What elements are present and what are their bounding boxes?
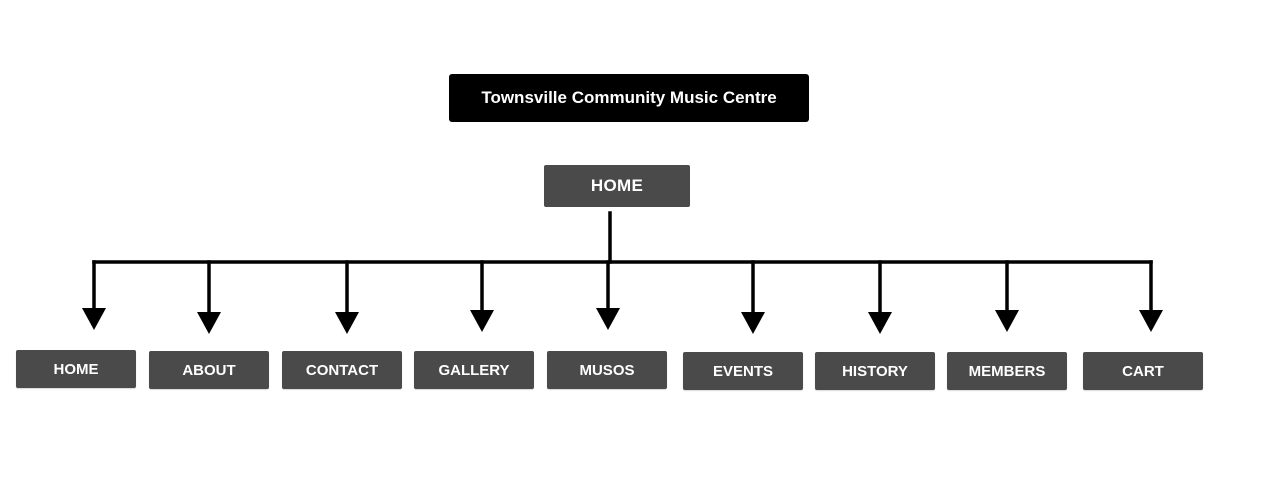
child-node-events: EVENTS [683, 352, 803, 390]
root-node-home: HOME [544, 165, 690, 207]
arrow-head-contact [335, 312, 359, 334]
arrow-head-members [995, 310, 1019, 332]
child-node-cart: CART [1083, 352, 1203, 390]
arrow-head-cart [1139, 310, 1163, 332]
child-node-about: ABOUT [149, 351, 269, 389]
child-node-contact: CONTACT [282, 351, 402, 389]
child-node-members: MEMBERS [947, 352, 1067, 390]
arrow-head-about [197, 312, 221, 334]
arrow-head-history [868, 312, 892, 334]
arrow-head-gallery [470, 310, 494, 332]
child-node-home: HOME [16, 350, 136, 388]
child-node-gallery: GALLERY [414, 351, 534, 389]
arrow-head-home [82, 308, 106, 330]
arrow-head-musos [596, 308, 620, 330]
child-node-history: HISTORY [815, 352, 935, 390]
site-title: Townsville Community Music Centre [449, 74, 809, 122]
child-node-musos: MUSOS [547, 351, 667, 389]
arrow-head-events [741, 312, 765, 334]
